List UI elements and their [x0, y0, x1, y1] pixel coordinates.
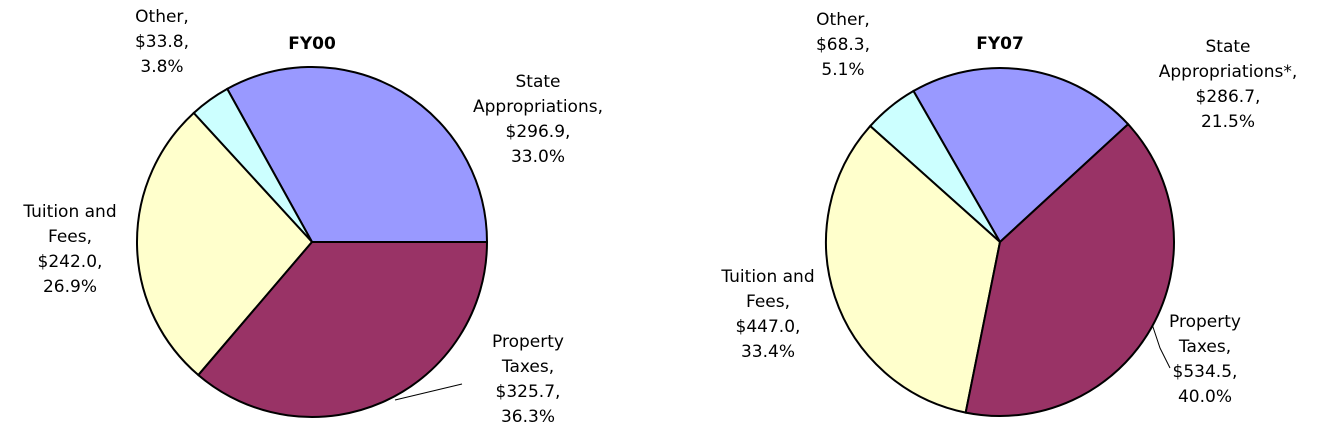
percent-label: 21.5%	[1200, 112, 1255, 132]
percent-label: 26.9%	[42, 277, 97, 297]
leader-line	[1149, 317, 1171, 369]
value-label: $296.9,	[505, 122, 571, 142]
slice-label: Tuition and Fees, $447.0, 33.4%	[708, 265, 828, 365]
percent-label: 5.1%	[821, 60, 865, 80]
value-label: $242.0,	[37, 252, 103, 272]
slice-label: Property Taxes, $534.5, 40.0%	[1158, 310, 1253, 410]
value-label: $33.8,	[134, 32, 190, 52]
value-label: $68.3,	[815, 35, 871, 55]
pie-slice	[964, 122, 1175, 417]
category-label: Property Taxes,	[492, 332, 564, 377]
leader-line	[394, 383, 463, 401]
percent-label: 33.4%	[740, 342, 795, 362]
slice-label: Other, $68.3, 5.1%	[808, 8, 878, 83]
chart-title: FY07	[976, 34, 1024, 54]
category-label: Other,	[816, 10, 870, 30]
category-label: State Appropriations*,	[1158, 37, 1298, 82]
slice-label: Tuition and Fees, $242.0, 26.9%	[10, 200, 130, 300]
category-label: Tuition and Fees,	[23, 202, 117, 247]
value-label: $447.0,	[735, 317, 801, 337]
category-label: Other,	[135, 7, 189, 27]
value-label: $534.5,	[1172, 362, 1238, 382]
category-label: Tuition and Fees,	[721, 267, 815, 312]
slice-label: State Appropriations*, $286.7, 21.5%	[1148, 35, 1308, 135]
category-label: State Appropriations,	[473, 72, 603, 117]
slice-label: State Appropriations, $296.9, 33.0%	[471, 70, 606, 170]
category-label: Property Taxes,	[1169, 312, 1241, 357]
pie-slice	[912, 67, 1130, 244]
value-label: $325.7,	[495, 382, 561, 402]
percent-label: 33.0%	[510, 147, 565, 167]
slice-label: Property Taxes, $325.7, 36.3%	[481, 330, 576, 430]
pie-slice	[825, 124, 1002, 414]
percent-label: 36.3%	[500, 407, 555, 427]
percent-label: 40.0%	[1177, 387, 1232, 407]
percent-label: 3.8%	[140, 57, 184, 77]
slice-label: Other, $33.8, 3.8%	[127, 5, 197, 80]
pie-slice	[196, 241, 489, 418]
value-label: $286.7,	[1195, 87, 1261, 107]
pie-slice	[225, 66, 489, 243]
chart-title: FY00	[288, 34, 336, 54]
pie-slice	[136, 111, 314, 377]
